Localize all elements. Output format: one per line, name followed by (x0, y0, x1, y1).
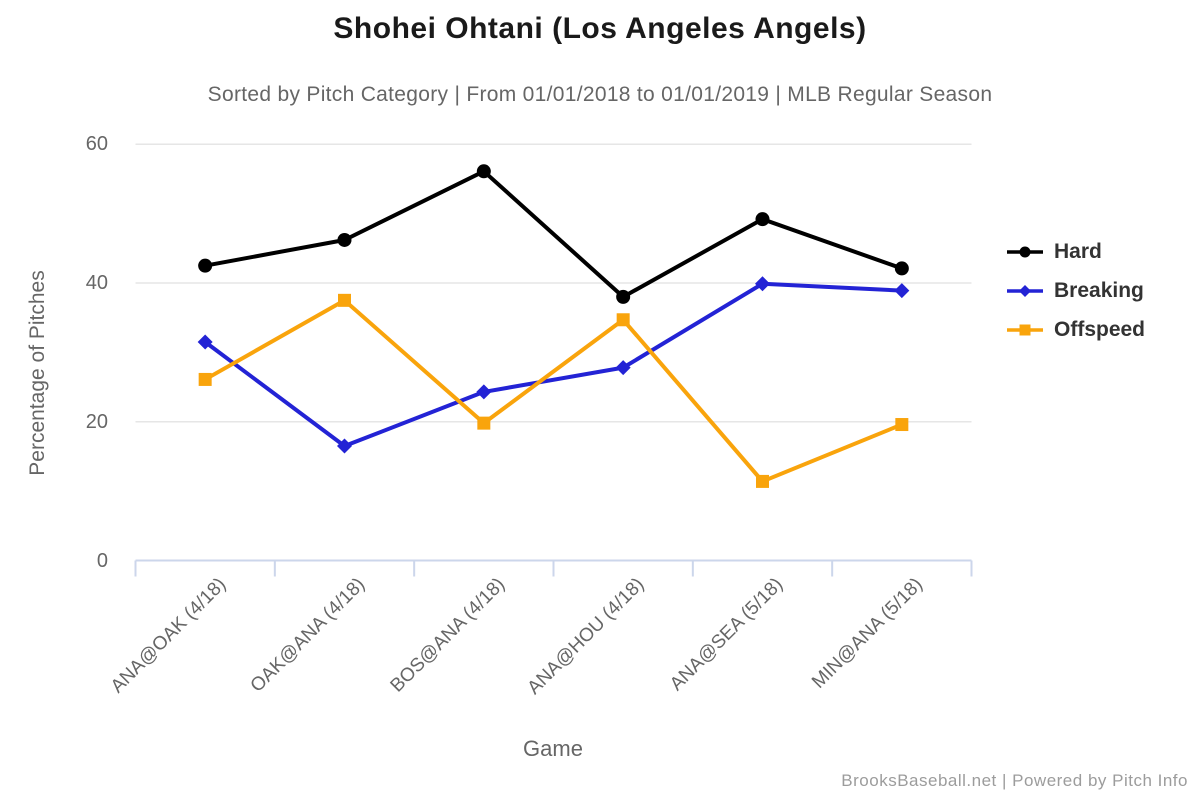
legend-label: Offspeed (1054, 317, 1146, 341)
legend-label: Hard (1054, 239, 1102, 263)
legend-item-offspeed[interactable]: Offspeed (1006, 310, 1145, 349)
y-axis-title: Percentage of Pitches (26, 270, 49, 476)
series-point-hard-3 (616, 289, 631, 304)
square-marker-icon (1007, 324, 1043, 335)
series-point-breaking-0 (197, 334, 213, 350)
diamond-marker-icon (1007, 284, 1043, 297)
series-point-hard-5 (894, 261, 909, 276)
series-point-hard-0 (198, 258, 213, 273)
legend-item-breaking[interactable]: Breaking (1006, 271, 1145, 310)
chart-subtitle: Sorted by Pitch Category | From 01/01/20… (207, 83, 993, 106)
series-point-hard-2 (476, 164, 491, 179)
legend-item-hard[interactable]: Hard (1006, 232, 1145, 271)
chart-title: Shohei Ohtani (Los Angeles Angels) (333, 12, 867, 45)
series-line-hard (203, 169, 904, 299)
series-point-breaking-2 (476, 384, 492, 400)
series-line-breaking (203, 281, 904, 449)
y-tick-label-60: 60 (85, 133, 108, 156)
series-point-offspeed-0 (198, 372, 212, 386)
circle-marker-icon (1007, 246, 1043, 257)
series-point-breaking-3 (615, 360, 631, 376)
legend-label: Breaking (1054, 278, 1144, 302)
series-point-breaking-5 (894, 283, 910, 299)
legend: Hard Breaking Offspeed (1006, 232, 1145, 349)
y-tick-label-20: 20 (85, 410, 108, 433)
series-point-offspeed-4 (756, 474, 769, 488)
series-point-hard-4 (755, 212, 770, 227)
series-point-breaking-4 (755, 276, 770, 292)
series-point-offspeed-1 (338, 293, 351, 307)
series-point-offspeed-3 (616, 313, 630, 327)
series-line-offspeed (203, 298, 904, 484)
series-point-offspeed-2 (477, 416, 491, 430)
x-axis-title: Game (523, 736, 583, 761)
series-point-offspeed-5 (895, 418, 909, 432)
series-point-breaking-1 (337, 438, 352, 454)
y-tick-label-0: 0 (96, 549, 108, 572)
credit-footer: BrooksBaseball.net | Powered by Pitch In… (841, 771, 1188, 790)
y-tick-label-40: 40 (85, 272, 108, 294)
series-point-hard-1 (337, 232, 352, 247)
